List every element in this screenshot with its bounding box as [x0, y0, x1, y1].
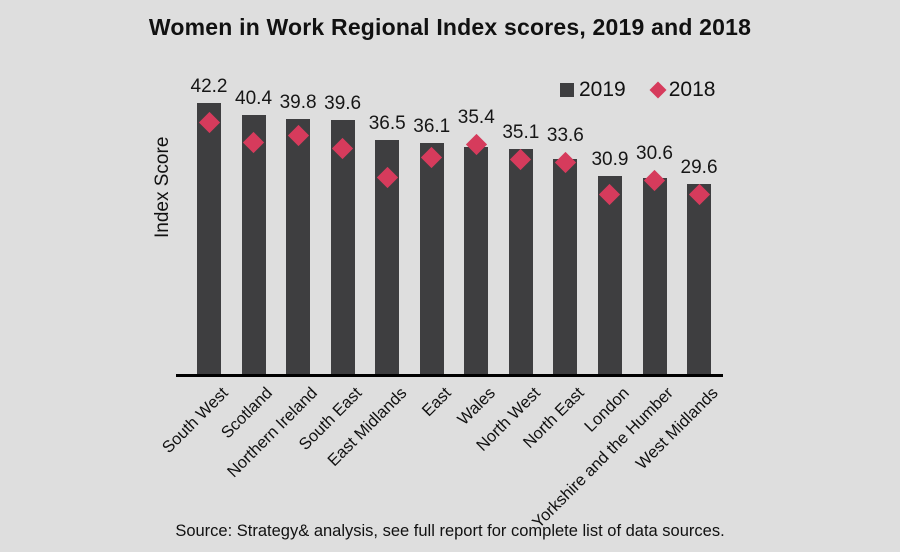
bottom-white-strip — [0, 552, 900, 558]
x-tick-label: West Midlands — [632, 384, 722, 474]
source-note: Source: Strategy& analysis, see full rep… — [175, 522, 725, 540]
bar-2019 — [553, 158, 578, 375]
x-tick-label: South West — [158, 384, 232, 457]
x-tick-label: East — [418, 384, 455, 421]
legend: 2019 2018 — [560, 78, 715, 102]
bar-2019 — [508, 148, 533, 375]
bar-2019 — [241, 114, 266, 375]
value-label-2019: 35.4 — [457, 106, 495, 128]
value-label-2019: 29.6 — [680, 156, 718, 178]
bar-2019 — [419, 142, 444, 375]
bar-2019 — [286, 118, 311, 375]
bar-2019 — [687, 184, 712, 375]
value-label-2019: 39.6 — [324, 92, 362, 114]
legend-label-2018: 2018 — [668, 78, 716, 101]
x-axis-line — [176, 374, 723, 377]
value-label-2019: 30.9 — [591, 149, 629, 170]
bar-2019 — [464, 147, 489, 375]
square-swatch-icon — [560, 83, 574, 97]
value-label-2019: 30.6 — [636, 143, 673, 164]
legend-item-2018: 2018 — [649, 78, 716, 102]
bar-2019 — [197, 103, 221, 375]
diamond-swatch-icon — [649, 81, 667, 99]
bar-2019 — [330, 119, 355, 375]
legend-label-2019: 2019 — [579, 78, 626, 101]
value-label-2019: 40.4 — [235, 87, 273, 109]
bar-2019 — [642, 177, 667, 375]
value-label-2019: 36.1 — [413, 115, 451, 137]
chart-title: Women in Work Regional Index scores, 201… — [148, 14, 752, 40]
y-axis-label: Index Score — [152, 136, 173, 238]
legend-item-2019: 2019 — [560, 78, 626, 102]
value-label-2019: 39.8 — [279, 91, 317, 113]
value-label-2019: 35.1 — [502, 121, 540, 143]
value-label-2019: 42.2 — [190, 76, 228, 98]
bar-2019 — [597, 176, 622, 375]
x-tick-label: East Midlands — [323, 384, 410, 471]
value-label-2019: 33.6 — [546, 124, 584, 146]
value-label-2019: 36.5 — [368, 112, 406, 134]
